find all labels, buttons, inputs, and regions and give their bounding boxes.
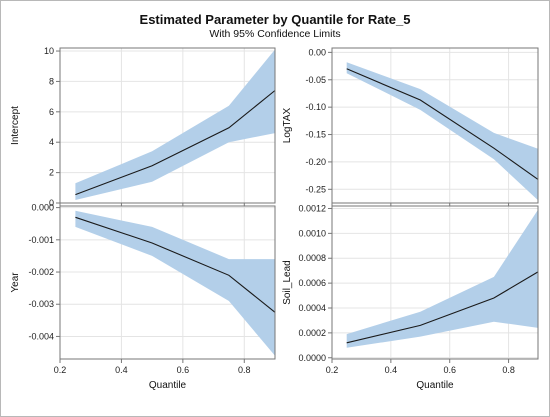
- y-tick-label: 0.000: [31, 203, 54, 213]
- estimate-line: [75, 90, 276, 196]
- estimate-line: [346, 68, 539, 180]
- panel-4-frame: [331, 205, 539, 360]
- y-axis-label: Intercept: [10, 106, 21, 145]
- y-tick-label: -0.10: [305, 102, 326, 112]
- panel-2-frame: [331, 47, 539, 204]
- y-tick-label: -0.20: [305, 157, 326, 167]
- y-tick-label: 0.0004: [298, 303, 326, 313]
- figure-title: Estimated Parameter by Quantile for Rate…: [139, 12, 411, 27]
- y-tick-label: 4: [49, 137, 54, 147]
- y-tick-label: -0.002: [28, 267, 54, 277]
- estimate-line: [346, 271, 539, 344]
- panel-3-frame: [59, 205, 276, 360]
- x-tick-label: 0.2: [54, 365, 67, 375]
- x-axis-label: Quantile: [149, 380, 187, 391]
- x-tick-label: 0.4: [115, 365, 128, 375]
- x-tick-label: 0.8: [502, 365, 515, 375]
- estimate-line: [75, 216, 276, 313]
- y-tick-label: -0.15: [305, 130, 326, 140]
- y-axis-label: Soil_Lead: [282, 260, 293, 304]
- y-tick-label: 8: [49, 76, 54, 86]
- y-tick-label: -0.004: [28, 331, 54, 341]
- confidence-band: [346, 62, 538, 201]
- confidence-band: [75, 49, 276, 200]
- x-axis-label: Quantile: [416, 380, 454, 391]
- y-tick-label: 6: [49, 107, 54, 117]
- figure-subtitle: With 95% Confidence Limits: [209, 28, 341, 40]
- y-tick-label: -0.001: [28, 235, 54, 245]
- confidence-band: [75, 210, 276, 356]
- confidence-band: [346, 209, 538, 348]
- y-axis-label: LogTAX: [282, 107, 293, 143]
- y-tick-label: 10: [44, 46, 54, 56]
- y-tick-label: 0.0010: [298, 228, 326, 238]
- y-tick-label: 0: [49, 198, 54, 208]
- y-tick-label: -0.25: [305, 184, 326, 194]
- x-tick-label: 0.6: [443, 365, 456, 375]
- y-tick-label: 0.0000: [298, 353, 326, 363]
- y-tick-label: 0.0002: [298, 328, 326, 338]
- y-tick-label: 0.0008: [298, 253, 326, 263]
- x-tick-label: 0.8: [238, 365, 251, 375]
- panel-1-frame: [59, 47, 276, 204]
- x-tick-label: 0.4: [385, 365, 398, 375]
- y-tick-label: 0.0012: [298, 203, 326, 213]
- x-tick-label: 0.6: [177, 365, 190, 375]
- y-tick-label: -0.05: [305, 75, 326, 85]
- y-axis-label: Year: [10, 272, 21, 293]
- y-tick-label: 0.0006: [298, 278, 326, 288]
- x-tick-label: 0.2: [326, 365, 339, 375]
- y-tick-label: -0.003: [28, 299, 54, 309]
- y-tick-label: 2: [49, 168, 54, 178]
- y-tick-label: 0.00: [308, 47, 326, 57]
